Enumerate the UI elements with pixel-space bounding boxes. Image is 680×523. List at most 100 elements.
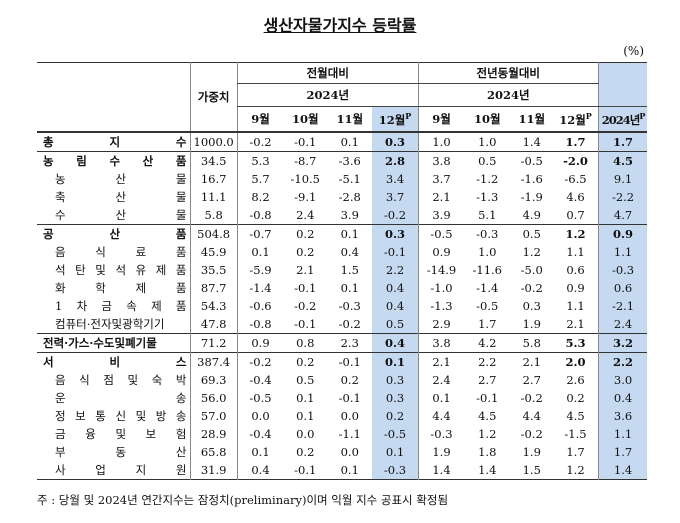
annual-cell: -2.1 <box>597 297 648 315</box>
text: 5.3 <box>565 336 586 350</box>
text: 0.4 <box>385 299 405 313</box>
mom-cell: 0.4 <box>327 243 372 261</box>
text: -14.9 <box>426 263 457 277</box>
weight-cell: 45.9 <box>189 243 238 261</box>
text: 2.1 <box>522 355 541 369</box>
text: 2.4 <box>432 373 451 387</box>
row-label: 화 학 제 품 <box>37 279 190 297</box>
text: 4.4 <box>432 409 451 423</box>
yoy-cell: 2.7 <box>510 371 553 389</box>
mom-cell: 0.3 <box>372 131 419 152</box>
text: -0.5 <box>476 299 499 313</box>
month-header: 12월P <box>553 106 599 133</box>
text: 1.1 <box>613 427 633 441</box>
text: 1.4 <box>613 463 633 477</box>
text: 수 산 물 <box>55 208 187 222</box>
text: 9월 <box>432 112 451 126</box>
mom-cell: -0.7 <box>236 224 284 243</box>
text: 0.5 <box>385 317 405 331</box>
mom-cell: -0.5 <box>372 425 419 443</box>
text: 4.6 <box>566 190 585 204</box>
text: 2.9 <box>432 317 451 331</box>
text: -0.1 <box>294 281 317 295</box>
text: 2.3 <box>340 336 359 350</box>
yoy-cell: -1.6 <box>510 170 553 188</box>
table-row: 운 송 56.0 -0.5 0.1 -0.1 0.3 0.1 -0.1 -0.2 0.2 0.4 <box>37 389 648 407</box>
mom-cell: -1.4 <box>236 279 284 297</box>
mom-cell: 0.1 <box>283 407 327 425</box>
text: 1.2 <box>522 245 541 259</box>
text: 0.2 <box>296 227 315 241</box>
text: -5.9 <box>249 263 272 277</box>
mom-cell: 2.2 <box>372 261 419 279</box>
yoy-cell: 1.8 <box>464 443 510 461</box>
weight-cell: 65.8 <box>189 443 238 461</box>
text: 12월 <box>559 112 586 127</box>
text: -0.2 <box>520 391 543 405</box>
text: 1.0 <box>478 245 497 259</box>
text: 4.7 <box>613 208 633 222</box>
text: 컴퓨터·전자및광학기기 <box>55 317 165 331</box>
yoy-cell: -0.5 <box>464 297 510 315</box>
mom-cell: -0.8 <box>236 315 284 334</box>
table-row: 음 식 료 품 45.9 0.1 0.2 0.4 -0.1 0.9 1.0 1.2 1.1 1.1 <box>37 243 648 261</box>
text: 1.9 <box>432 445 451 459</box>
text: 5.8 <box>204 208 223 222</box>
text: 4.5 <box>613 154 634 168</box>
mom-cell: 5.7 <box>236 170 284 188</box>
text: -1.6 <box>520 172 543 186</box>
mom-cell: -0.8 <box>236 206 284 225</box>
text: 1.4 <box>478 463 497 477</box>
text: 0.1 <box>432 391 451 405</box>
mom-cell: 0.4 <box>372 297 419 315</box>
text: 2.2 <box>478 355 497 369</box>
text: 석 탄 및 석 유 제 품 <box>55 263 187 277</box>
table-row: 컴퓨터·전자및광학기기 47.8 -0.8 -0.1 -0.2 0.5 2.9 1.7 1.9 2… <box>37 315 648 334</box>
text: -0.5 <box>249 391 272 405</box>
text: 28.9 <box>200 427 227 441</box>
text: 0.5 <box>478 154 497 168</box>
annual-cell: 0.4 <box>597 389 648 407</box>
text: 12월 <box>378 112 406 127</box>
yoy-cell: 4.4 <box>417 407 465 425</box>
weight-cell: 31.9 <box>189 461 238 480</box>
text: 0.2 <box>340 373 359 387</box>
text: 65.8 <box>200 445 227 459</box>
text: -9.1 <box>294 190 317 204</box>
month-header: 10월 <box>464 106 511 133</box>
text: 1.2 <box>478 427 497 441</box>
text: 0.1 <box>251 445 270 459</box>
text: -11.6 <box>472 263 503 277</box>
mom-cell: 0.2 <box>283 224 328 243</box>
table-row: 1 차 금 속 제 품 54.3 -0.6 -0.2 -0.3 0.4 -1.3 -0.5 0.… <box>37 297 648 315</box>
text: 5.8 <box>522 336 541 350</box>
weight-cell: 47.8 <box>189 315 238 334</box>
text: 2.2 <box>613 355 634 369</box>
text: 0.2 <box>566 391 585 405</box>
text: -0.1 <box>338 355 361 369</box>
text: -0.2 <box>520 427 543 441</box>
mom-cell: 5.3 <box>236 151 284 170</box>
month-header: 9월 <box>417 106 465 133</box>
yoy-cell: 1.4 <box>464 461 510 480</box>
text: -0.2 <box>249 355 272 369</box>
mom-cell: 0.4 <box>372 333 419 353</box>
weight-cell: 71.2 <box>189 333 238 353</box>
text: -0.5 <box>383 427 407 441</box>
corner <box>37 62 190 133</box>
text: 음 식 료 품 <box>55 245 187 259</box>
text: 1.4 <box>522 135 541 149</box>
text: -0.1 <box>294 135 317 149</box>
text: -1.4 <box>476 281 499 295</box>
text: -10.5 <box>290 172 321 186</box>
yoy-cell: 4.9 <box>510 206 553 225</box>
text: 2.0 <box>565 355 586 369</box>
text: 전력·가스·수도및폐기물 <box>43 336 157 350</box>
yoy-cell: -1.3 <box>464 188 510 206</box>
mom-cell: 0.1 <box>236 443 284 461</box>
text: 0.1 <box>340 281 359 295</box>
text: 2.6 <box>566 373 585 387</box>
text: -0.2 <box>383 208 407 222</box>
text: 31.9 <box>200 463 227 477</box>
yoy-cell: 1.9 <box>510 443 553 461</box>
